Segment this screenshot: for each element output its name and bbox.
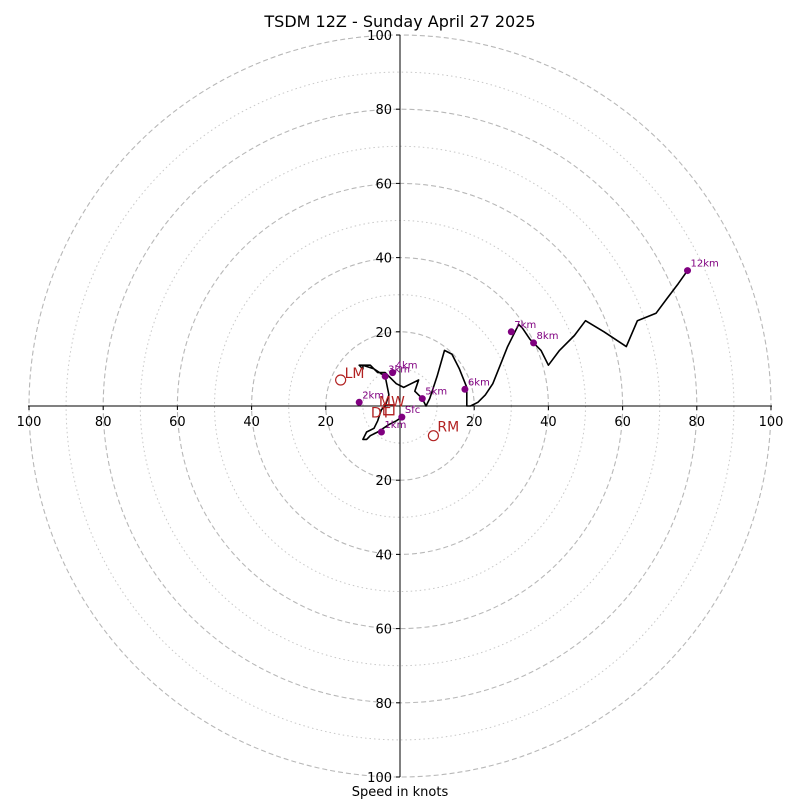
x-tick-label: 40 xyxy=(243,415,260,430)
height-marker-5km xyxy=(418,395,426,403)
height-marker-label: 1km xyxy=(384,420,406,431)
storm-motion-label: RM xyxy=(437,420,459,436)
y-tick-label: 100 xyxy=(367,771,392,786)
x-tick-label: 20 xyxy=(466,415,483,430)
hodograph-trace xyxy=(358,270,689,441)
x-tick-label: 80 xyxy=(689,415,706,430)
x-tick-label: 100 xyxy=(759,415,784,430)
y-tick-label: 20 xyxy=(375,474,392,489)
chart-title: TSDM 12Z - Sunday April 27 2025 xyxy=(263,12,535,31)
hodograph-trace-group xyxy=(358,270,689,441)
y-tick-label: 40 xyxy=(375,252,392,267)
storm-motion-lm-marker xyxy=(335,374,347,386)
y-tick-label: 80 xyxy=(375,697,392,712)
axes xyxy=(28,35,772,777)
height-marker-4km xyxy=(389,369,397,377)
height-marker-label: 2km xyxy=(362,390,384,401)
height-marker-label: 4km xyxy=(396,361,418,372)
height-marker-2km xyxy=(355,398,363,406)
height-marker-1km xyxy=(377,428,385,436)
storm-motion-label: DT xyxy=(371,406,391,422)
height-marker-label: Sfc xyxy=(405,405,420,416)
y-tick-label: 40 xyxy=(375,548,392,563)
x-axis-label: Speed in knots xyxy=(352,785,449,800)
x-tick-label: 20 xyxy=(318,415,335,430)
height-marker-sfc xyxy=(398,413,406,421)
tick-labels: 100 80 60 40 20 20 40 60 80 100 100 80 60 40 20 20 40 60 8… xyxy=(17,29,784,786)
height-marker-6km xyxy=(461,385,469,393)
y-tick-label: 100 xyxy=(367,29,392,44)
height-marker-label: 12km xyxy=(691,259,719,270)
storm-motion-dt-marker xyxy=(383,404,395,416)
y-tick-label: 60 xyxy=(375,623,392,638)
y-tick-label: 80 xyxy=(375,103,392,118)
height-marker-8km xyxy=(530,339,538,347)
height-marker-label: 6km xyxy=(468,377,490,388)
y-tick-label: 60 xyxy=(375,177,392,192)
height-marker-label: 3km xyxy=(388,364,410,375)
x-tick-label: 100 xyxy=(17,415,42,430)
storm-motion-label: LM xyxy=(345,366,365,382)
height-marker-label: 8km xyxy=(537,331,559,342)
y-tick-label: 20 xyxy=(375,326,392,341)
height-marker-7km xyxy=(507,328,515,336)
height-marker-3km xyxy=(381,372,389,380)
x-tick-label: 60 xyxy=(614,415,631,430)
x-tick-label: 60 xyxy=(169,415,186,430)
storm-motion-label: MW xyxy=(379,395,405,411)
height-marker-label: 7km xyxy=(514,320,536,331)
height-marker-label: 5km xyxy=(425,387,447,398)
storm-motion-rm-marker xyxy=(427,430,439,442)
x-tick-label: 80 xyxy=(95,415,112,430)
height-marker-12km xyxy=(684,267,692,275)
x-tick-label: 40 xyxy=(540,415,557,430)
